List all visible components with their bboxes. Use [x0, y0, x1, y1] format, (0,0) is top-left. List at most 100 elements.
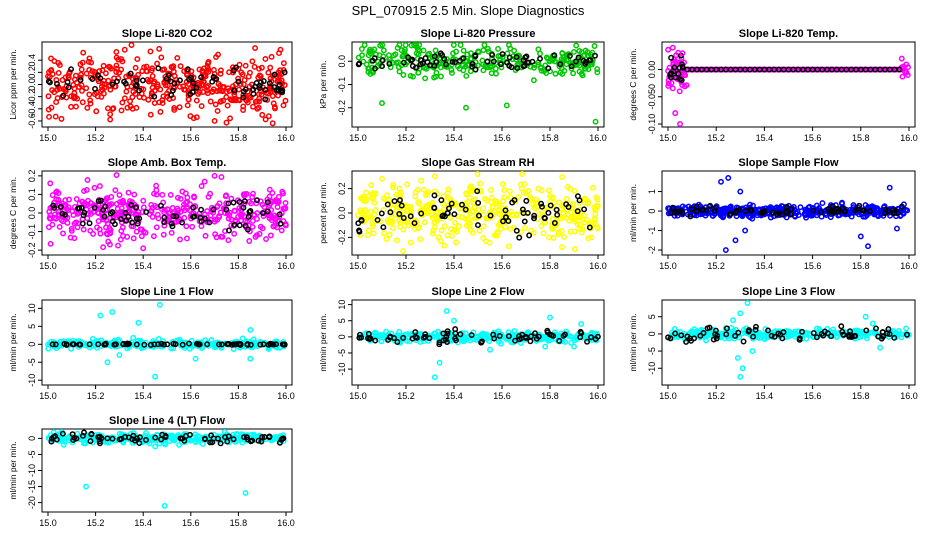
data-point: [115, 56, 122, 63]
data-point: [201, 178, 208, 185]
data-point: [105, 202, 112, 209]
y-axis-label: ml/min per min.: [318, 313, 328, 371]
data-point: [107, 116, 114, 123]
y-tick-label: 0.0: [337, 207, 347, 220]
x-tick-label: 16.0: [277, 518, 295, 528]
data-point: [570, 201, 577, 208]
data-point: [207, 190, 214, 197]
data-point-black: [452, 335, 459, 342]
data-point: [441, 242, 448, 249]
data-points: [45, 301, 288, 380]
data-point-black: [431, 192, 438, 199]
data-point-black: [257, 79, 264, 86]
x-tick-label: 15.8: [541, 261, 559, 271]
data-point: [477, 180, 484, 187]
data-point: [159, 100, 166, 107]
data-point-black: [693, 208, 700, 215]
data-point: [370, 223, 377, 230]
data-point-outlier: [578, 321, 585, 327]
data-point: [594, 69, 601, 76]
data-point-black: [386, 60, 393, 67]
data-point-black: [231, 87, 238, 94]
data-point: [106, 225, 113, 232]
data-point-black: [703, 207, 710, 214]
data-point: [726, 205, 733, 211]
y-tick-label: 5: [27, 324, 37, 329]
data-point-outlier: [97, 312, 104, 319]
data-point-black: [671, 64, 678, 71]
data-point: [56, 224, 63, 230]
data-point-black: [594, 333, 601, 340]
data-point: [550, 234, 557, 241]
data-point: [150, 233, 157, 240]
data-point: [71, 76, 78, 83]
data-point: [78, 82, 85, 89]
data-point-black: [469, 60, 476, 67]
data-point: [571, 216, 578, 223]
data-point: [467, 68, 474, 75]
y-tick-label: 0.0: [27, 207, 37, 220]
data-point: [808, 212, 814, 219]
data-point-outlier: [247, 355, 254, 362]
data-point: [198, 223, 205, 230]
y-tick-label: 0: [337, 334, 347, 339]
data-point: [149, 73, 156, 79]
data-point-black: [164, 341, 171, 348]
data-point-black: [479, 338, 485, 345]
data-point-black: [224, 340, 231, 347]
data-point: [505, 243, 512, 250]
data-point: [114, 211, 121, 218]
data-point: [160, 231, 167, 238]
data-point-black: [204, 341, 211, 348]
data-point-black: [186, 340, 193, 347]
data-point: [255, 91, 262, 98]
data-point: [144, 68, 151, 75]
data-points: [665, 300, 912, 380]
data-point: [510, 224, 517, 231]
data-point: [480, 235, 487, 242]
data-point-black: [519, 206, 526, 213]
data-point: [60, 218, 66, 225]
data-point-black: [677, 76, 684, 83]
data-point-black: [810, 207, 817, 214]
data-point-black: [505, 333, 512, 340]
data-point: [372, 191, 379, 197]
data-point-outlier: [677, 121, 683, 127]
data-point-black: [133, 204, 140, 211]
data-point: [177, 63, 184, 70]
data-point: [280, 60, 287, 67]
data-point: [249, 194, 256, 201]
data-point-black: [162, 434, 169, 441]
data-point-black: [398, 202, 405, 209]
data-point: [839, 199, 845, 206]
data-point: [750, 202, 756, 209]
data-point: [260, 213, 267, 220]
data-point-black: [700, 330, 707, 336]
data-point: [174, 54, 181, 61]
data-point: [130, 235, 137, 242]
data-point: [484, 45, 491, 52]
data-point: [540, 230, 547, 237]
data-point: [576, 48, 583, 54]
data-point: [154, 211, 161, 218]
data-point: [104, 195, 111, 202]
data-point: [161, 80, 168, 87]
data-point-black: [255, 437, 262, 444]
data-point: [505, 42, 512, 48]
data-point: [199, 434, 206, 441]
data-point: [514, 61, 521, 68]
data-point: [818, 213, 825, 220]
data-point: [498, 64, 505, 71]
data-point-outlier: [451, 317, 457, 324]
data-point: [247, 94, 254, 101]
plot-frame: [661, 299, 916, 386]
data-point-black: [574, 193, 581, 200]
data-point-black: [189, 88, 196, 95]
data-point: [430, 227, 437, 234]
data-point-outlier: [140, 245, 147, 252]
data-point-outlier: [737, 310, 744, 317]
data-point: [91, 91, 98, 98]
data-point: [256, 230, 263, 237]
data-point-black: [186, 76, 192, 83]
